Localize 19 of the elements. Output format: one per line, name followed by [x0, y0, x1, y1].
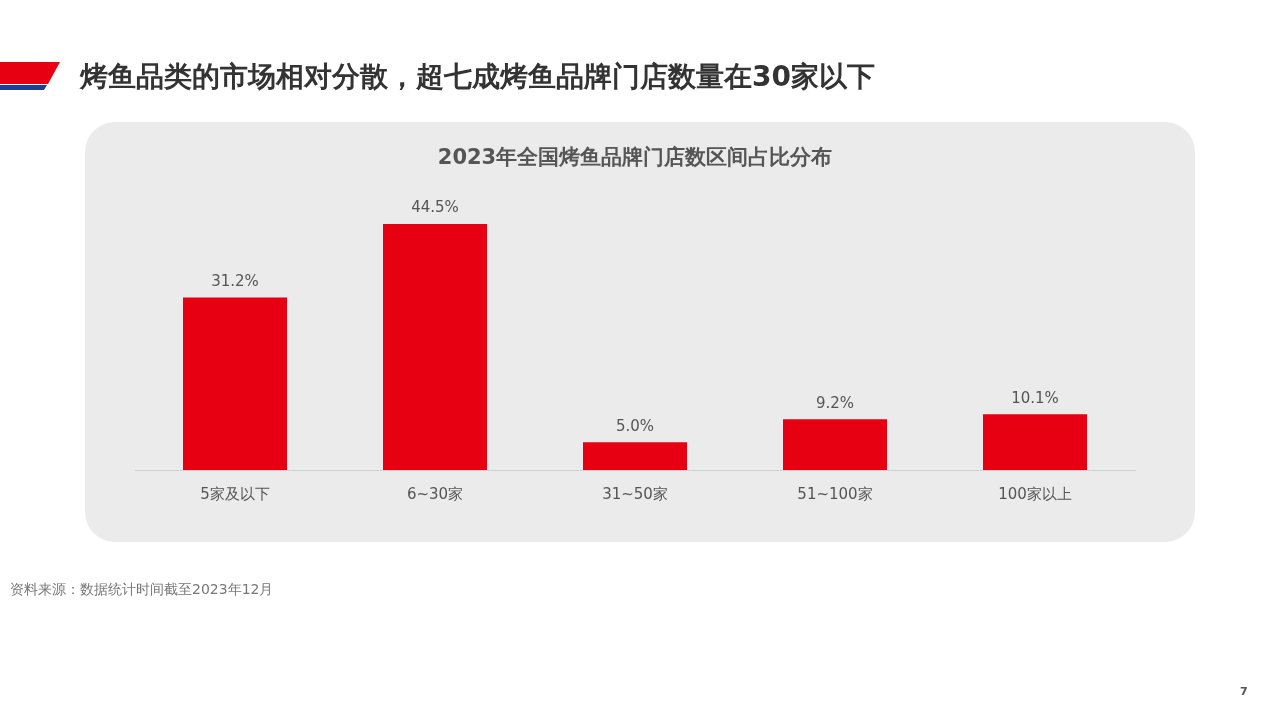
- bar: [783, 419, 887, 470]
- x-tick-label: 6~30家: [406, 484, 464, 503]
- data-label: 31.2%: [211, 271, 259, 290]
- chart-title: 烤鱼品类的市场相对分散，超七成烤鱼品牌门店数量在30家以下: [80, 59, 875, 95]
- data-label: 44.5%: [411, 198, 459, 217]
- bar: [583, 442, 687, 470]
- bar: [383, 223, 487, 470]
- text: 资料来源：数据统计时间截至2023年12月: [10, 581, 274, 599]
- data-label: 5.0%: [615, 416, 655, 435]
- x-tick-label: 31~50家: [602, 484, 668, 503]
- data-label: 9.2%: [815, 393, 855, 412]
- x-tick-label: 51~100家: [797, 484, 873, 503]
- bar: [983, 414, 1087, 470]
- x-tick-label: 100家以上: [998, 484, 1072, 503]
- x-tick-label: 5家及以下: [200, 484, 270, 503]
- bar: [183, 297, 287, 470]
- chart-subtitle: 2023年全国烤鱼品牌门店数区间占比分布: [437, 145, 833, 170]
- text: 7: [1240, 685, 1248, 698]
- data-label: 10.1%: [1011, 388, 1059, 407]
